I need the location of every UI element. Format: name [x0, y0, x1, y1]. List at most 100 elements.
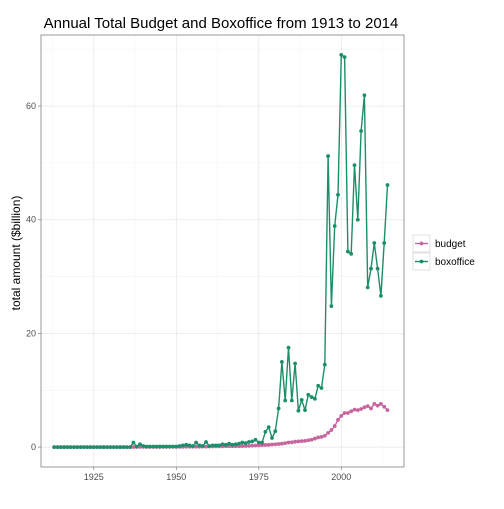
- chart-title: Annual Total Budget and Boxoffice from 1…: [44, 15, 399, 32]
- data-point-boxoffice: [154, 444, 159, 449]
- data-point-budget: [250, 443, 255, 448]
- data-point-budget: [286, 440, 291, 445]
- data-point-budget: [365, 404, 370, 409]
- data-point-boxoffice: [362, 93, 367, 98]
- y-tick-label: 40: [26, 215, 36, 225]
- plot-panel-border: [40, 34, 405, 468]
- data-point-boxoffice: [91, 445, 96, 450]
- data-point-boxoffice: [141, 444, 146, 448]
- data-point-boxoffice: [72, 445, 76, 450]
- data-point-budget: [359, 407, 363, 411]
- data-point-budget: [332, 424, 337, 428]
- data-point-boxoffice: [276, 406, 281, 411]
- data-point-boxoffice: [240, 440, 245, 445]
- data-point-boxoffice: [372, 241, 377, 245]
- plot-panel: [41, 35, 404, 467]
- data-point-budget: [194, 444, 199, 449]
- data-point-boxoffice: [286, 345, 291, 350]
- data-point-boxoffice: [326, 154, 330, 158]
- data-point-budget: [375, 403, 380, 408]
- data-point-boxoffice: [78, 445, 83, 450]
- data-point-boxoffice: [332, 224, 337, 228]
- data-point-boxoffice: [101, 445, 106, 450]
- data-point-budget: [372, 402, 377, 406]
- data-point-budget: [382, 404, 387, 409]
- data-point-boxoffice: [342, 55, 347, 60]
- data-point-boxoffice: [316, 383, 321, 388]
- data-point-boxoffice: [200, 444, 205, 448]
- data-point-boxoffice: [319, 386, 324, 390]
- data-point-boxoffice: [174, 444, 179, 449]
- data-point-boxoffice: [266, 425, 271, 430]
- y-tick-label: 20: [26, 328, 36, 338]
- data-point-boxoffice: [382, 241, 387, 245]
- data-point-boxoffice: [68, 445, 73, 450]
- data-point-boxoffice: [296, 408, 301, 413]
- data-point-budget: [309, 437, 314, 442]
- data-point-boxoffice: [115, 445, 119, 450]
- data-point-boxoffice: [247, 440, 251, 444]
- data-point-budget: [138, 445, 142, 449]
- data-point-boxoffice: [365, 285, 370, 290]
- data-point-boxoffice: [250, 439, 255, 444]
- data-point-budget: [240, 444, 245, 448]
- data-point-budget: [329, 428, 334, 432]
- data-point-budget: [352, 407, 357, 412]
- data-point-boxoffice: [207, 444, 212, 448]
- data-point-boxoffice: [151, 444, 156, 449]
- x-tick-label: 1950: [166, 472, 186, 482]
- data-point-boxoffice: [339, 52, 344, 57]
- data-point-budget: [276, 442, 281, 446]
- data-point-budget: [253, 443, 258, 448]
- data-point-budget: [355, 408, 360, 413]
- data-point-boxoffice: [52, 445, 57, 450]
- y-axis-title: total amount ($billion): [9, 196, 23, 311]
- data-point-boxoffice: [359, 129, 363, 133]
- data-point-boxoffice: [385, 183, 390, 187]
- data-point-boxoffice: [138, 442, 142, 447]
- data-point-boxoffice: [349, 251, 354, 256]
- data-point-budget: [289, 440, 294, 445]
- data-point-budget: [349, 409, 354, 414]
- data-point-boxoffice: [75, 445, 80, 450]
- legend-item-boxoffice: boxoffice: [412, 252, 475, 271]
- data-point-budget: [362, 405, 367, 410]
- data-point-budget: [273, 442, 278, 447]
- data-point-boxoffice: [121, 445, 126, 450]
- data-point-boxoffice: [62, 445, 66, 450]
- data-point-budget: [263, 443, 268, 447]
- data-point-boxoffice: [303, 408, 307, 413]
- data-point-boxoffice: [118, 445, 123, 450]
- data-point-budget: [270, 442, 274, 447]
- data-point-boxoffice: [227, 441, 232, 446]
- data-point-boxoffice: [144, 444, 149, 449]
- data-point-boxoffice: [65, 445, 70, 450]
- data-point-boxoffice: [58, 445, 63, 450]
- series-boxoffice: [52, 52, 390, 450]
- data-point-budget: [280, 441, 284, 446]
- data-point-boxoffice: [375, 266, 380, 271]
- data-point-boxoffice: [253, 437, 258, 442]
- data-point-boxoffice: [157, 444, 162, 449]
- data-point-boxoffice: [230, 442, 235, 447]
- data-point-boxoffice: [194, 440, 199, 445]
- data-point-boxoffice: [108, 445, 113, 450]
- data-point-boxoffice: [111, 445, 116, 450]
- data-point-boxoffice: [306, 392, 311, 397]
- y-tick-label: 0: [31, 442, 36, 452]
- data-point-boxoffice: [82, 445, 86, 450]
- data-point-boxoffice: [55, 445, 60, 450]
- data-point-boxoffice: [260, 440, 264, 445]
- data-point-boxoffice: [148, 444, 152, 449]
- x-tick-label: 2000: [331, 472, 351, 482]
- data-point-boxoffice: [105, 445, 109, 450]
- data-point-budget: [316, 435, 321, 440]
- legend: budget boxoffice: [412, 234, 475, 271]
- data-point-boxoffice: [210, 443, 215, 448]
- legend-key-point: [419, 259, 424, 264]
- data-point-budget: [299, 439, 304, 444]
- data-point-budget: [256, 443, 261, 448]
- data-point-boxoffice: [237, 441, 241, 446]
- legend-key-point: [419, 241, 424, 246]
